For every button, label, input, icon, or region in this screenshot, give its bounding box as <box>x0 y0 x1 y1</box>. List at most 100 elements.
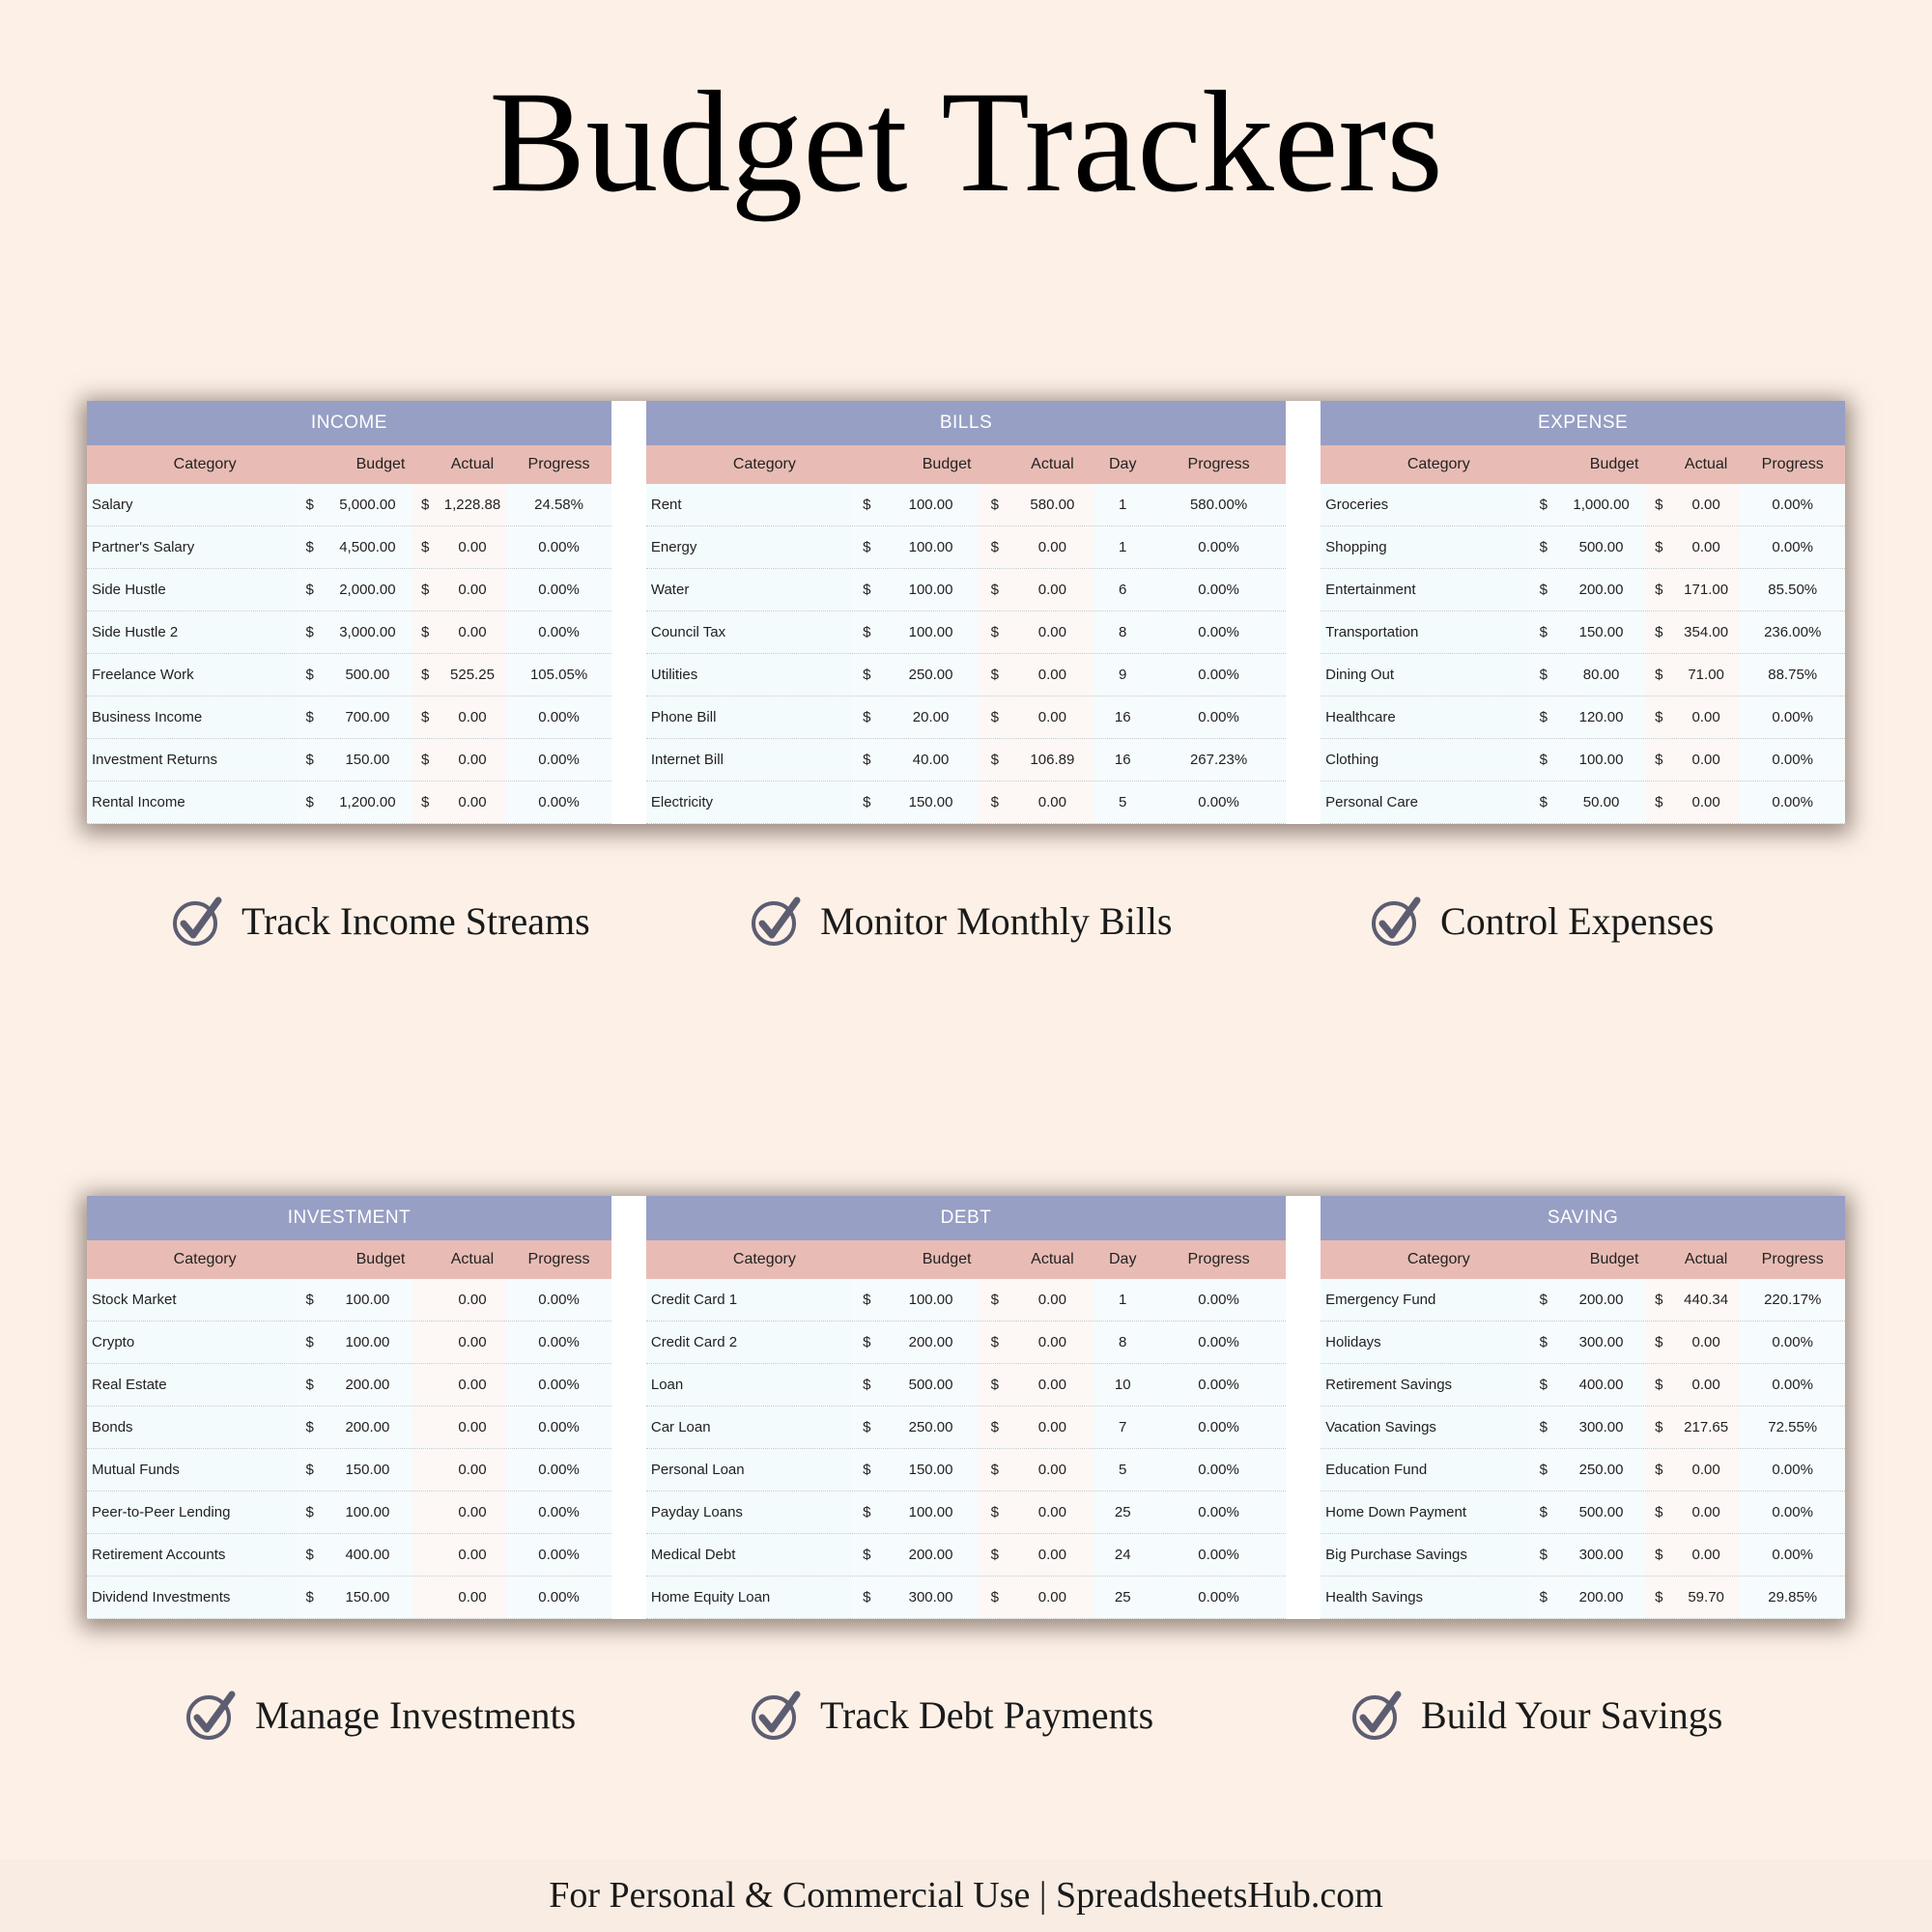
column-header-progress: Progress <box>1187 1251 1250 1267</box>
budget-currency: $ <box>1539 1334 1548 1350</box>
top-features: Track Income Streams Monitor Monthly Bil… <box>0 887 1932 954</box>
budget-currency: $ <box>305 1292 314 1308</box>
feature-label: Track Debt Payments <box>820 1692 1154 1737</box>
actual-cell: 0.00 <box>1010 1406 1094 1448</box>
budget-currency: $ <box>863 1377 871 1393</box>
actual-cell: 0.00 <box>1010 1534 1094 1576</box>
category-cell: Partner's Salary <box>87 526 298 568</box>
progress-cell: 0.00% <box>538 624 580 640</box>
column-header-actual: Actual <box>1684 1251 1728 1267</box>
budget-cell: 200.00 <box>1578 1589 1624 1605</box>
table-row: Car Loan $250.00 $0.00 7 0.00% <box>645 1406 1287 1449</box>
feature-label: Track Income Streams <box>242 898 590 943</box>
actual-cell: 0.00 <box>1010 1449 1094 1491</box>
day-cell: 1 <box>1119 539 1127 555</box>
category-cell: Dividend Investments <box>87 1577 298 1618</box>
actual-cell: 525.25 <box>438 654 507 696</box>
category-cell: Retirement Savings <box>1321 1364 1531 1406</box>
actual-currency: $ <box>1645 1534 1672 1576</box>
budget-cell: 150.00 <box>345 1589 390 1605</box>
budget-currency: $ <box>1539 709 1548 725</box>
budget-cell: 5,000.00 <box>339 497 396 513</box>
budget-currency: $ <box>863 1292 871 1308</box>
budget-currency: $ <box>863 1334 871 1350</box>
progress-cell: 0.00% <box>538 1334 580 1350</box>
budget-currency: $ <box>1539 1377 1548 1393</box>
budget-cell: 80.00 <box>1582 667 1620 683</box>
progress-cell: 0.00% <box>1772 497 1813 513</box>
day-cell: 1 <box>1119 1292 1127 1308</box>
budget-currency: $ <box>305 539 314 555</box>
actual-cell: 0.00 <box>1010 1492 1094 1533</box>
budget-currency: $ <box>305 624 314 640</box>
table-row: Peer-to-Peer Lending $100.00 0.00 0.00% <box>87 1492 611 1534</box>
category-cell: Retirement Accounts <box>87 1534 298 1576</box>
category-cell: Health Savings <box>1321 1577 1531 1618</box>
actual-currency: $ <box>979 654 1011 696</box>
category-cell: Education Fund <box>1321 1449 1531 1491</box>
column-header-category: Category <box>1406 456 1470 472</box>
day-cell: 6 <box>1119 582 1127 598</box>
progress-cell: 0.00% <box>538 709 580 725</box>
actual-cell: 1,228.88 <box>438 484 507 526</box>
progress-cell: 0.00% <box>1198 539 1239 555</box>
budget-currency: $ <box>305 1462 314 1478</box>
budget-cell: 100.00 <box>908 1292 953 1308</box>
budget-currency: $ <box>863 667 871 683</box>
column-header-actual: Actual <box>1031 1251 1074 1267</box>
table-row: Real Estate $200.00 0.00 0.00% <box>87 1364 611 1406</box>
category-cell: Side Hustle <box>87 569 298 611</box>
budget-currency: $ <box>305 1504 314 1520</box>
budget-currency: $ <box>863 497 871 513</box>
bills-header: BILLS <box>645 401 1287 445</box>
progress-cell: 0.00% <box>1198 1334 1239 1350</box>
category-cell: Emergency Fund <box>1321 1279 1531 1321</box>
actual-currency: $ <box>412 526 439 568</box>
category-cell: Side Hustle 2 <box>87 611 298 653</box>
actual-currency <box>412 1406 439 1448</box>
budget-currency: $ <box>1539 1547 1548 1563</box>
category-cell: Rent <box>645 484 851 526</box>
check-circle-icon <box>186 1690 236 1740</box>
day-cell: 25 <box>1114 1589 1131 1605</box>
progress-cell: 0.00% <box>538 752 580 768</box>
column-header-actual: Actual <box>450 456 495 472</box>
progress-cell: 0.00% <box>538 539 580 555</box>
table-row: Dining Out $80.00 $71.00 88.75% <box>1321 654 1845 696</box>
table-row: Stock Market $100.00 0.00 0.00% <box>87 1279 611 1321</box>
debt-header: DEBT <box>645 1196 1287 1240</box>
progress-cell: 0.00% <box>538 1377 580 1393</box>
actual-currency: $ <box>412 569 439 611</box>
actual-currency: $ <box>979 569 1011 611</box>
category-cell: Holidays <box>1321 1321 1531 1363</box>
budget-cell: 3,000.00 <box>339 624 396 640</box>
column-header-progress: Progress <box>1761 1251 1824 1267</box>
actual-currency: $ <box>412 484 439 526</box>
table-row: Water $100.00 $0.00 6 0.00% <box>645 569 1287 611</box>
check-circle-icon <box>752 896 801 946</box>
actual-currency <box>412 1577 439 1618</box>
budget-cell: 100.00 <box>908 582 953 598</box>
saving-tracker: SAVING Category Budget Actual Progress Emerge… <box>1321 1196 1845 1619</box>
actual-cell: 0.00 <box>1010 569 1094 611</box>
column-header-row: Category Budget Actual Progress <box>87 1240 611 1279</box>
bottom-features: Manage Investments Track Debt Payments B… <box>0 1681 1932 1748</box>
column-header-category: Category <box>732 1251 796 1267</box>
feature-label: Manage Investments <box>255 1692 577 1737</box>
column-header-category: Category <box>173 456 237 472</box>
column-header-row: Category Budget Actual Day Progress <box>645 445 1287 484</box>
actual-cell: 0.00 <box>1671 484 1741 526</box>
progress-cell: 220.17% <box>1764 1292 1822 1308</box>
day-cell: 10 <box>1114 1377 1131 1393</box>
day-cell: 16 <box>1114 709 1131 725</box>
progress-cell: 0.00% <box>1198 1419 1239 1435</box>
category-cell: Clothing <box>1321 739 1531 781</box>
column-header-budget: Budget <box>922 1251 972 1267</box>
budget-cell: 100.00 <box>345 1334 390 1350</box>
progress-cell: 267.23% <box>1189 752 1248 768</box>
budget-currency: $ <box>863 539 871 555</box>
column-header-row: Category Budget Actual Day Progress <box>645 1240 1287 1279</box>
actual-currency: $ <box>412 611 439 653</box>
actual-cell: 217.65 <box>1671 1406 1741 1448</box>
budget-currency: $ <box>1539 794 1548 810</box>
